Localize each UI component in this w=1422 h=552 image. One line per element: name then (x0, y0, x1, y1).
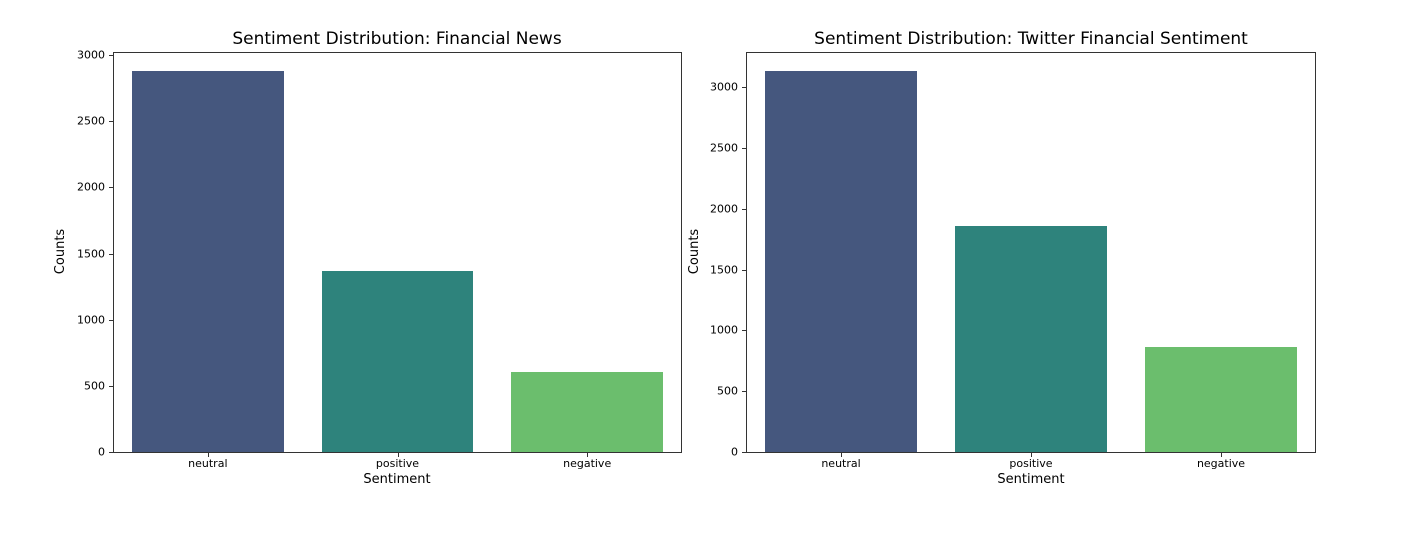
y-tick-mark (109, 55, 113, 56)
bar-positive (955, 226, 1107, 452)
x-tick-mark (397, 453, 399, 457)
chart-title: Sentiment Distribution: Financial News (232, 29, 562, 49)
bar-neutral (131, 71, 284, 452)
y-tick-label: 1000 (710, 323, 738, 337)
y-tick-label: 2500 (710, 141, 738, 155)
y-tick-mark (109, 121, 113, 123)
chart-title: Sentiment Distribution: Twitter Financia… (814, 29, 1248, 49)
y-tick-mark (109, 253, 113, 255)
y-tick-label: 0 (731, 445, 738, 459)
plot-area (113, 52, 682, 453)
y-tick-mark (742, 269, 746, 271)
bar-positive (321, 270, 474, 452)
y-tick-label: 3000 (710, 80, 738, 94)
x-tick-mark (841, 453, 842, 457)
y-tick-mark (742, 147, 746, 149)
y-tick-label: 500 (84, 379, 105, 393)
x-tick-label: negative (563, 457, 612, 470)
y-tick-mark (742, 87, 746, 88)
y-tick-label: 3000 (77, 48, 105, 62)
x-tick-label: neutral (821, 457, 861, 470)
y-tick-label: 1000 (77, 313, 105, 327)
x-tick-mark (1031, 453, 1032, 457)
bar-neutral (765, 71, 917, 452)
bar-negative (1145, 347, 1297, 452)
y-tick-label: 2000 (710, 202, 738, 216)
y-tick-label: 2500 (77, 114, 105, 128)
plot-area (746, 52, 1316, 453)
y-tick-mark (109, 319, 113, 321)
y-tick-mark (742, 208, 746, 210)
x-tick-label: negative (1196, 457, 1246, 470)
y-tick-mark (742, 391, 746, 393)
x-tick-label: neutral (188, 457, 228, 470)
x-tick-label: positive (1009, 457, 1053, 470)
y-tick-mark (109, 452, 113, 453)
y-tick-mark (109, 187, 113, 189)
x-tick-mark (1221, 453, 1222, 457)
y-tick-mark (742, 452, 746, 453)
bar-negative (511, 371, 664, 452)
x-axis-label: Sentiment (363, 472, 431, 487)
y-tick-label: 1500 (77, 247, 105, 260)
x-tick-mark (587, 453, 589, 457)
y-tick-label: 500 (717, 384, 738, 398)
x-tick-mark (207, 453, 209, 457)
y-tick-label: 1500 (710, 263, 738, 276)
y-tick-label: 0 (98, 445, 105, 459)
y-tick-label: 2000 (77, 180, 105, 194)
x-axis-label: Sentiment (997, 472, 1065, 487)
y-tick-mark (109, 385, 113, 387)
x-tick-label: positive (375, 457, 420, 470)
y-tick-mark (742, 330, 746, 332)
